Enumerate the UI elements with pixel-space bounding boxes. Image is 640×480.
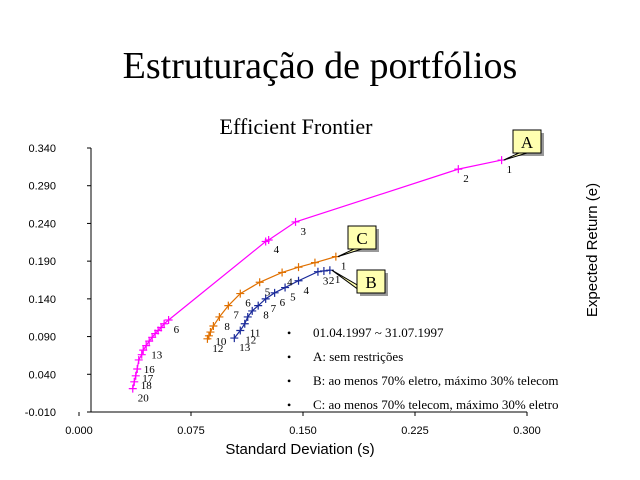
point-marker [131,371,140,380]
point-label: 16 [144,364,156,376]
point-marker [454,165,463,174]
callout-box [356,269,386,294]
point-marker [278,268,287,277]
note: C: ao menos 70% telecom, máximo 30% elet… [313,397,559,412]
point-marker [133,365,142,374]
x-tick-label: 0.150 [289,425,317,437]
point-marker [236,326,245,335]
point-marker [209,322,218,331]
point-marker [203,334,212,343]
y-tick-label: -0.010 [25,407,56,419]
note: A: sem restrições [313,349,403,364]
bullet: • [287,326,291,340]
callout-label: B [365,273,376,292]
point-marker [230,334,239,343]
y-axis-label: Expected Return (e) [584,183,601,317]
x-tick-label: 0.225 [401,425,429,437]
point-marker [248,306,257,315]
point-label: 17 [142,373,154,385]
chart-title: Efficient Frontier [220,114,374,139]
slide-title: Estruturação de portfólios [123,45,518,87]
point-label: 2 [463,173,469,185]
point-label: 12 [245,335,256,347]
point-label: 3 [301,226,307,238]
point-marker [128,384,137,393]
point-label: 4 [304,285,310,297]
point-label: 10 [215,336,227,348]
y-tick-label: 0.140 [28,294,56,306]
x-tick-label: 0.075 [177,425,205,437]
point-marker [134,355,143,364]
point-marker [236,289,245,298]
point-label: 5 [290,292,296,304]
point-marker [294,276,303,285]
point-label: 20 [138,393,150,405]
point-marker [142,341,151,350]
x-tick-label: 0.300 [513,425,541,437]
point-label: 1 [507,164,513,176]
point-marker [243,312,252,321]
point-label: 2 [329,275,335,287]
point-label: 8 [224,321,230,333]
point-marker [319,266,328,275]
y-tick-label: 0.090 [28,332,56,344]
point-marker [137,350,146,359]
point-label: 4 [274,244,280,256]
note: B: ao menos 70% eletro, máximo 30% telec… [313,373,559,388]
bullet: • [287,374,291,388]
point-label: 1 [335,274,341,286]
point-marker [281,283,290,292]
bullet: • [287,398,291,412]
x-axis-label: Standard Deviation (s) [225,441,374,458]
callout-label: A [521,133,534,152]
point-label: 8 [263,310,269,322]
callout-pointer [337,248,363,258]
note: 01.04.1997 ~ 31.07.1997 [313,325,444,340]
point-marker [291,217,300,226]
point-label: 1 [341,261,347,273]
y-tick-label: 0.040 [28,369,56,381]
y-tick-label: 0.240 [28,218,56,230]
point-label: 18 [141,380,153,392]
point-label: 6 [280,297,286,309]
point-marker [313,267,322,276]
point-label: 13 [239,342,251,354]
y-tick-label: 0.340 [28,143,56,155]
point-label: 13 [151,350,163,362]
point-marker [294,263,303,272]
y-tick-label: 0.190 [28,256,56,268]
point-marker [215,312,224,321]
point-label: 12 [212,343,223,355]
point-marker [255,278,264,287]
point-marker [310,258,319,267]
point-marker [254,301,263,310]
callout-pointer [503,152,528,161]
point-label: 5 [265,286,271,298]
point-marker [224,301,233,310]
point-label: 3 [323,276,329,288]
callout-label: C [356,229,367,248]
point-marker [164,315,173,324]
point-label: 6 [174,324,180,336]
point-marker [270,288,279,297]
point-marker [261,237,270,246]
y-tick-label: 0.290 [28,181,56,193]
point-label: 4 [287,276,293,288]
point-marker [130,377,139,386]
callout-box [347,225,377,250]
point-marker [145,337,154,346]
point-label: 11 [250,328,261,340]
point-marker [139,346,148,355]
point-marker [206,328,215,337]
bullet: • [287,350,291,364]
callout-box [512,129,542,154]
point-label: 6 [245,298,251,310]
point-marker [240,319,249,328]
point-marker [261,294,270,303]
point-label: 7 [271,303,277,315]
x-tick-label: 0.000 [65,425,93,437]
point-label: 7 [233,310,239,322]
